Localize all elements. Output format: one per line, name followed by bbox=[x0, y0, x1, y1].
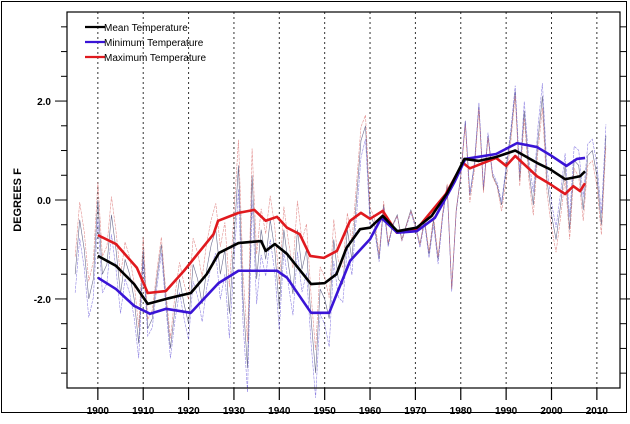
y-axis-label: DEGREES F bbox=[12, 168, 24, 232]
legend-label: Minimum Temperature bbox=[104, 38, 204, 49]
x-tick-label: 1920 bbox=[177, 406, 200, 417]
x-tick-label: 2010 bbox=[586, 406, 609, 417]
y-tick-label: 2.0 bbox=[37, 97, 51, 108]
x-tick-label: 1990 bbox=[495, 406, 518, 417]
axes: 1900 1910 1920 1930 1940 1950 1960 1970 1980 1990… bbox=[34, 26, 630, 417]
legend-label: Mean Temperature bbox=[104, 23, 188, 34]
smoothed-lines bbox=[97, 141, 587, 316]
y-tick-label: 0.0 bbox=[37, 196, 51, 207]
gridlines bbox=[97, 12, 598, 388]
x-tick-label: 1900 bbox=[87, 406, 110, 417]
plot-frame bbox=[66, 11, 621, 389]
x-tick-label: 1950 bbox=[314, 406, 337, 417]
legend-label: Maximum Temperature bbox=[104, 53, 207, 64]
legend: Mean Temperature Minimum Temperature Maxim… bbox=[85, 23, 207, 64]
annual-line-minimum-temperature bbox=[74, 83, 607, 398]
smoothed-line-mean-temperature bbox=[97, 149, 586, 306]
x-tick-label: 1960 bbox=[359, 406, 382, 417]
x-tick-label: 1980 bbox=[450, 406, 473, 417]
x-tick-label: 2000 bbox=[540, 406, 563, 417]
x-tick-label: 1970 bbox=[404, 406, 427, 417]
y-tick-label: -2.0 bbox=[34, 295, 52, 306]
smoothed-line-maximum-temperature bbox=[97, 154, 587, 295]
x-tick-label: 1910 bbox=[132, 406, 155, 417]
x-tick-label: 1940 bbox=[268, 406, 291, 417]
smoothed-line-minimum-temperature bbox=[97, 141, 586, 316]
x-tick-label: 1930 bbox=[223, 406, 246, 417]
image-frame bbox=[1, 1, 627, 413]
annual-line-mean-temperature bbox=[74, 91, 607, 374]
